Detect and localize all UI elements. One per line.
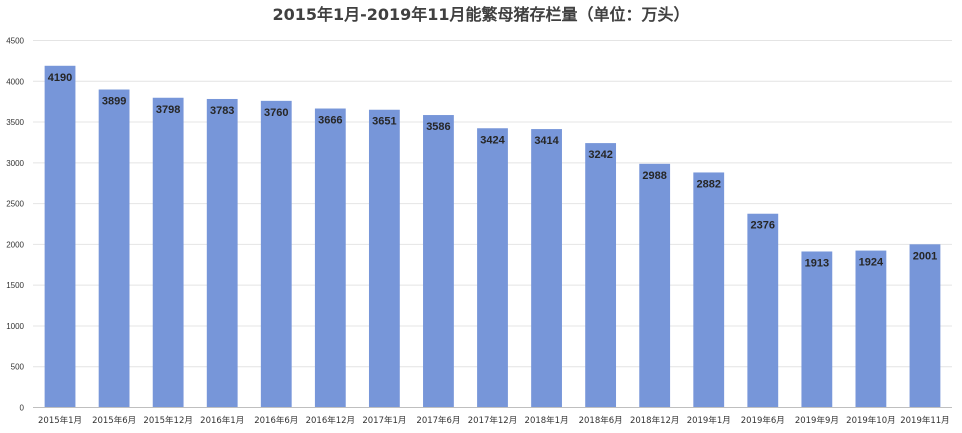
x-axis-ticks: 2015年1月 2015年6月 2015年12月 2016年1月 2016年6月 2016… [38,415,950,426]
data-label: 3760 [264,107,288,119]
y-tick-label: 4500 [6,37,24,46]
data-labels: 4190 3899 3798 3783 3760 3666 3651 3586 3424 3414… [48,72,937,270]
data-label: 3666 [318,115,342,127]
x-tick-label: 2017年1月 [362,415,406,426]
x-tick-label: 2015年6月 [92,415,136,426]
data-label: 3899 [102,96,126,108]
data-label: 1913 [805,257,829,269]
data-label: 2882 [696,178,720,190]
bar [206,98,238,408]
x-tick-label: 2017年12月 [468,415,517,426]
x-tick-label: 2016年12月 [306,415,355,426]
x-tick-label: 2019年10月 [846,415,895,426]
y-tick-label: 1500 [6,281,24,290]
y-tick-label: 2000 [6,240,24,249]
bar [477,128,508,408]
data-label: 3651 [372,116,396,128]
bar [314,108,346,408]
x-tick-label: 2018年6月 [579,415,623,426]
x-tick-label: 2019年1月 [687,415,731,426]
bar [855,250,887,408]
data-label: 1924 [859,257,884,269]
y-tick-label: 3500 [6,118,24,127]
x-tick-label: 2019年6月 [741,415,785,426]
chart-title: 2015年1月-2019年11月能繁母猪存栏量（单位：万头） [272,5,689,24]
bar [693,172,725,408]
bars [44,65,941,408]
x-tick-label: 2019年11月 [900,415,949,426]
data-label: 2001 [913,250,937,262]
y-tick-label: 0 [20,404,25,413]
x-tick-label: 2016年1月 [200,415,244,426]
x-tick-label: 2018年12月 [630,415,679,426]
y-tick-label: 2500 [6,200,24,209]
x-tick-label: 2015年1月 [38,415,82,426]
data-label: 3783 [210,105,234,117]
bar [152,97,184,408]
data-label: 3424 [480,134,505,146]
data-label: 3242 [588,149,612,161]
y-tick-label: 3000 [6,159,24,168]
bar [44,65,76,408]
y-tick-label: 500 [11,363,25,372]
bar [909,244,941,408]
y-axis-ticks: 0 500 1000 1500 2000 2500 3000 3500 4000 4500 [6,37,24,413]
y-tick-label: 1000 [6,322,24,331]
data-label: 2988 [642,170,666,182]
data-label: 3414 [534,135,559,147]
bar [98,89,130,408]
bar [423,115,454,408]
bar [368,109,400,408]
x-tick-label: 2019年9月 [795,415,839,426]
bar [531,129,562,408]
data-label: 4190 [48,72,72,84]
data-label: 3586 [426,121,450,133]
bar [801,251,833,408]
x-tick-label: 2018年1月 [525,415,569,426]
x-tick-label: 2017年6月 [416,415,460,426]
data-label: 2376 [751,220,775,232]
data-label: 3798 [156,104,180,116]
x-tick-label: 2015年12月 [143,415,192,426]
x-tick-label: 2016年6月 [254,415,298,426]
y-tick-label: 4000 [6,77,24,86]
bar [639,163,671,408]
bar [747,213,779,408]
bar [260,100,292,408]
bar [585,143,617,408]
